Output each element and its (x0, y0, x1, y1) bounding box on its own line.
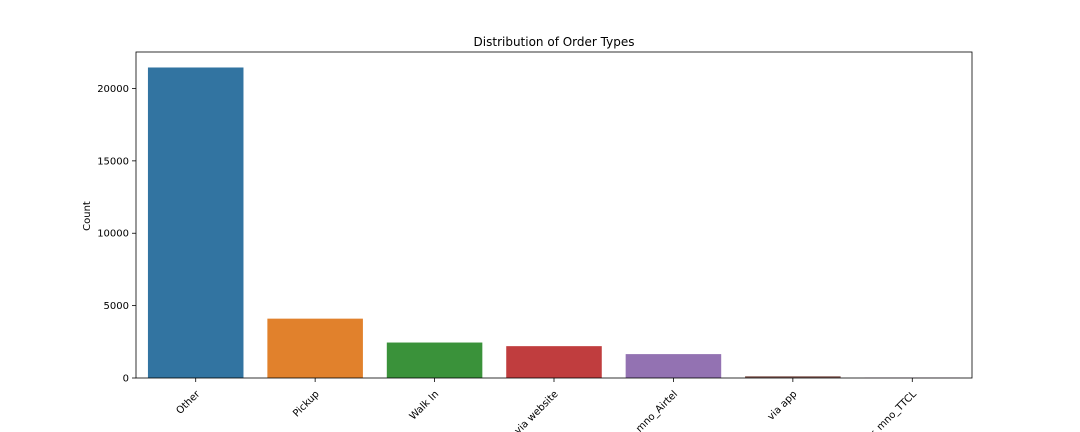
x-tick-label-0: Other (175, 388, 203, 416)
x-tick-label-6: r_mno_TTCL (869, 389, 920, 432)
bar-0 (147, 67, 244, 379)
y-tick-label-4: 20000 (97, 84, 129, 95)
bar-3 (506, 346, 602, 378)
x-axis-ticks: Other Pickup Walk In r via website - mno_Air… (175, 378, 920, 432)
bar-1 (267, 318, 363, 378)
bars-group (147, 67, 961, 379)
plot-frame (135, 51, 973, 379)
x-tick-label-5: via app (766, 389, 800, 423)
y-tick-label-2: 10000 (97, 229, 129, 240)
y-axis-label: Count (82, 201, 93, 231)
x-tick-label-2: Walk In (408, 389, 442, 423)
chart-title: Distribution of Order Types (474, 35, 635, 49)
y-axis-ticks: 0 5000 10000 15000 20000 (97, 84, 136, 385)
y-tick-label-0: 0 (123, 374, 129, 385)
y-tick-label-3: 15000 (97, 156, 129, 167)
bar-2 (386, 342, 483, 378)
x-tick-label-3: r via website (508, 389, 561, 432)
y-tick-label-1: 5000 (104, 301, 129, 312)
bar-4 (625, 354, 722, 378)
x-tick-label-4: - mno_Airtel (629, 389, 680, 432)
bar-5 (745, 376, 841, 378)
x-tick-label-1: Pickup (291, 389, 322, 420)
